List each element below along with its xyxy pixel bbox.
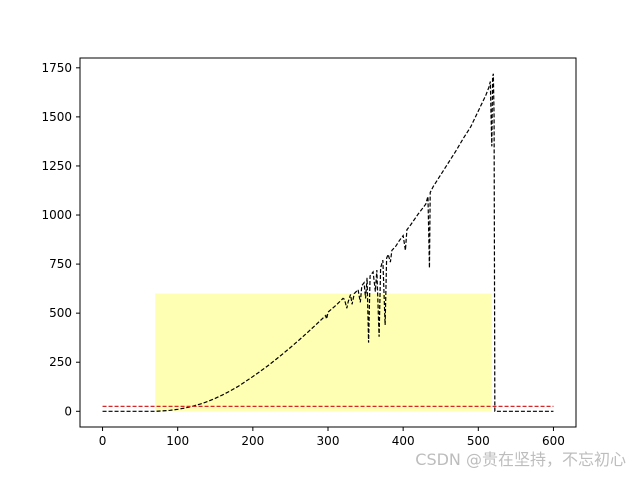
- y-tick-label: 500: [49, 306, 72, 320]
- y-tick-label: 1750: [41, 61, 72, 75]
- watermark: CSDN @贵在坚持，不忘初心: [415, 450, 626, 469]
- x-axis: 0 100 200 300 400 500 600: [99, 427, 565, 448]
- series-line: [102, 73, 554, 412]
- y-axis: 0 250 500 750 1000 1250 1500 1750: [41, 61, 80, 418]
- y-tick-label: 250: [49, 355, 72, 369]
- x-tick-label: 100: [166, 434, 189, 448]
- y-tick-label: 750: [49, 257, 72, 271]
- x-tick-label: 300: [317, 434, 340, 448]
- y-tick-label: 0: [64, 404, 72, 418]
- x-tick-label: 500: [467, 434, 490, 448]
- x-tick-label: 200: [241, 434, 264, 448]
- x-tick-label: 600: [542, 434, 565, 448]
- x-tick-label: 0: [99, 434, 107, 448]
- highlight-span: [155, 293, 492, 412]
- y-tick-label: 1500: [41, 110, 72, 124]
- y-tick-label: 1250: [41, 159, 72, 173]
- y-tick-label: 1000: [41, 208, 72, 222]
- x-tick-label: 400: [392, 434, 415, 448]
